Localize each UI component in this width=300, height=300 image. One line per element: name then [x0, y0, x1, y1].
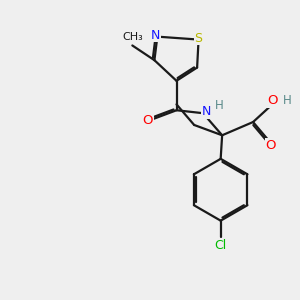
Text: H: H — [283, 94, 291, 107]
Text: Cl: Cl — [214, 238, 227, 252]
Text: S: S — [195, 32, 203, 45]
Text: O: O — [142, 114, 153, 127]
Text: O: O — [267, 94, 278, 107]
Text: CH₃: CH₃ — [122, 32, 143, 42]
Text: O: O — [266, 139, 276, 152]
Text: N: N — [151, 29, 160, 42]
Text: H: H — [215, 99, 224, 112]
Text: N: N — [201, 105, 211, 118]
